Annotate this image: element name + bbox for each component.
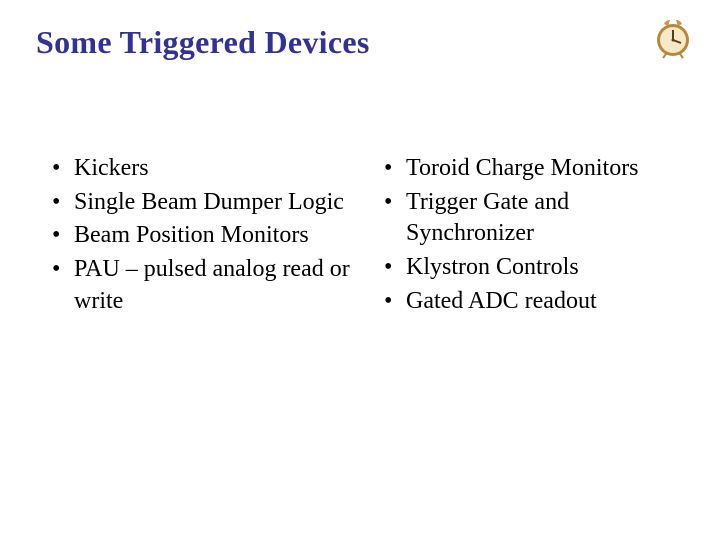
- list-item: Beam Position Monitors: [56, 220, 352, 252]
- list-item: Klystron Controls: [388, 252, 684, 284]
- list-item: Trigger Gate and Synchronizer: [388, 187, 684, 250]
- columns: Kickers Single Beam Dumper Logic Beam Po…: [36, 153, 684, 319]
- left-list: Kickers Single Beam Dumper Logic Beam Po…: [36, 153, 352, 317]
- list-item: Single Beam Dumper Logic: [56, 187, 352, 219]
- slide: Some Triggered Devices Kickers Single Be…: [0, 0, 720, 540]
- list-item: PAU – pulsed analog read or write: [56, 254, 352, 317]
- list-item: Gated ADC readout: [388, 286, 684, 318]
- list-item: Kickers: [56, 153, 352, 185]
- clock-center: [672, 39, 675, 42]
- clock-leg-right: [680, 54, 683, 58]
- list-item: Toroid Charge Monitors: [388, 153, 684, 185]
- left-column: Kickers Single Beam Dumper Logic Beam Po…: [36, 153, 352, 319]
- slide-title: Some Triggered Devices: [36, 24, 684, 61]
- right-list: Toroid Charge Monitors Trigger Gate and …: [368, 153, 684, 317]
- right-column: Toroid Charge Monitors Trigger Gate and …: [368, 153, 684, 319]
- clock-leg-left: [663, 54, 666, 58]
- clock-icon: [652, 18, 694, 60]
